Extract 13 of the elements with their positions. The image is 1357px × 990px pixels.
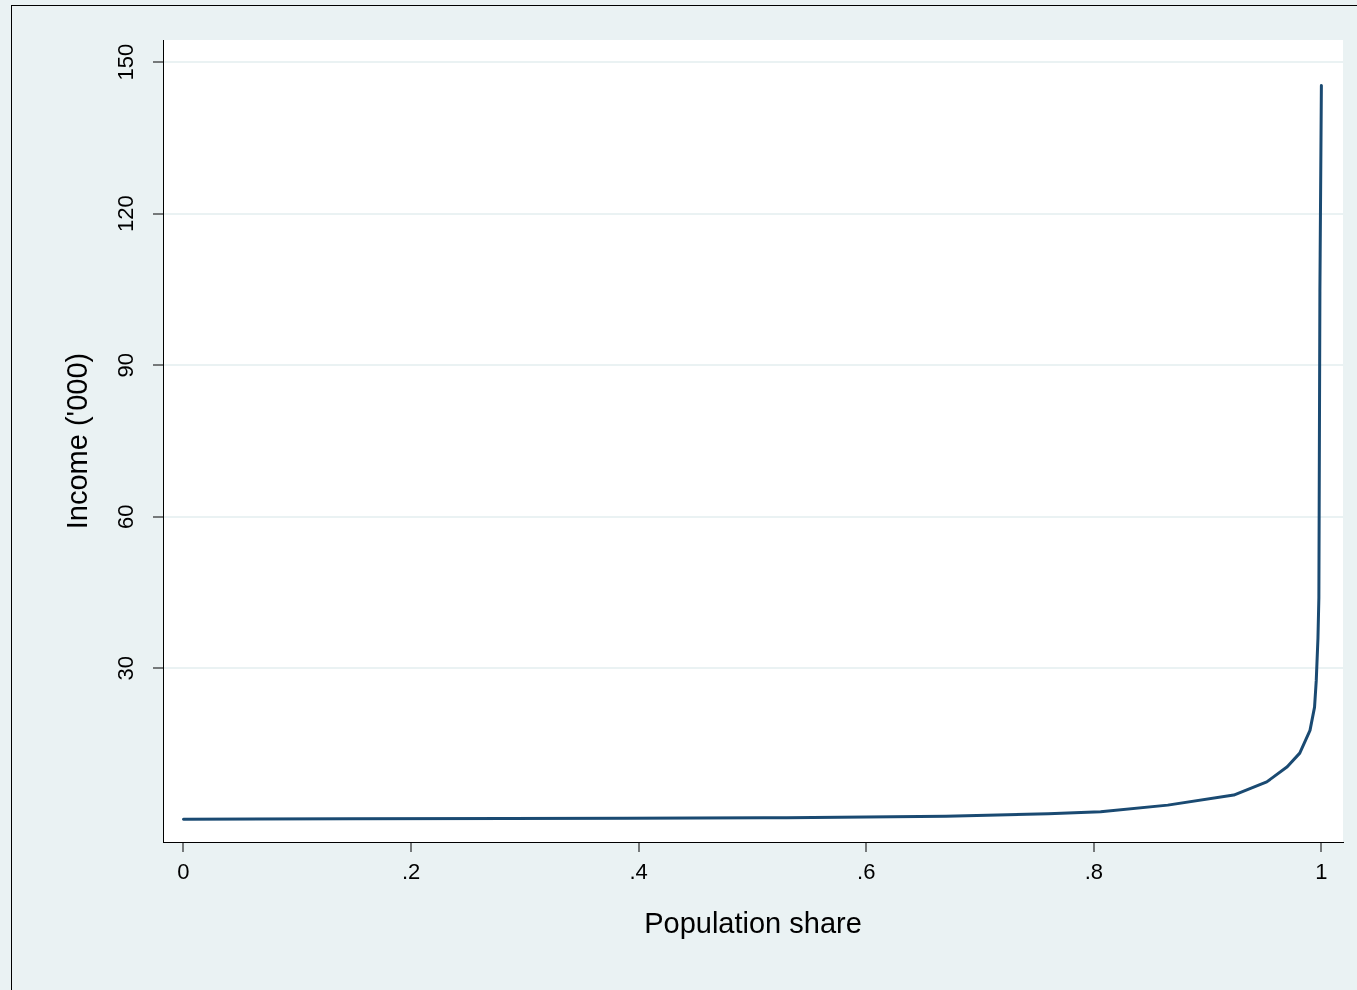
x-tick-label: .8 (1084, 859, 1103, 885)
y-tick-label: 120 (113, 195, 139, 233)
x-tick-label: 0 (177, 859, 190, 885)
y-axis-title: Income ('000) (61, 352, 94, 530)
y-tick-label: 30 (113, 656, 139, 681)
y-tick-label: 60 (113, 504, 139, 529)
x-tick-label: 1 (1315, 859, 1328, 885)
x-tick-label: .2 (401, 859, 421, 885)
x-tick-label: .6 (857, 859, 876, 885)
y-tick-label: 90 (113, 353, 139, 378)
y-tick-label: 150 (113, 43, 139, 81)
x-tick-label: .4 (629, 859, 648, 885)
x-axis-title: Population share (644, 906, 862, 939)
